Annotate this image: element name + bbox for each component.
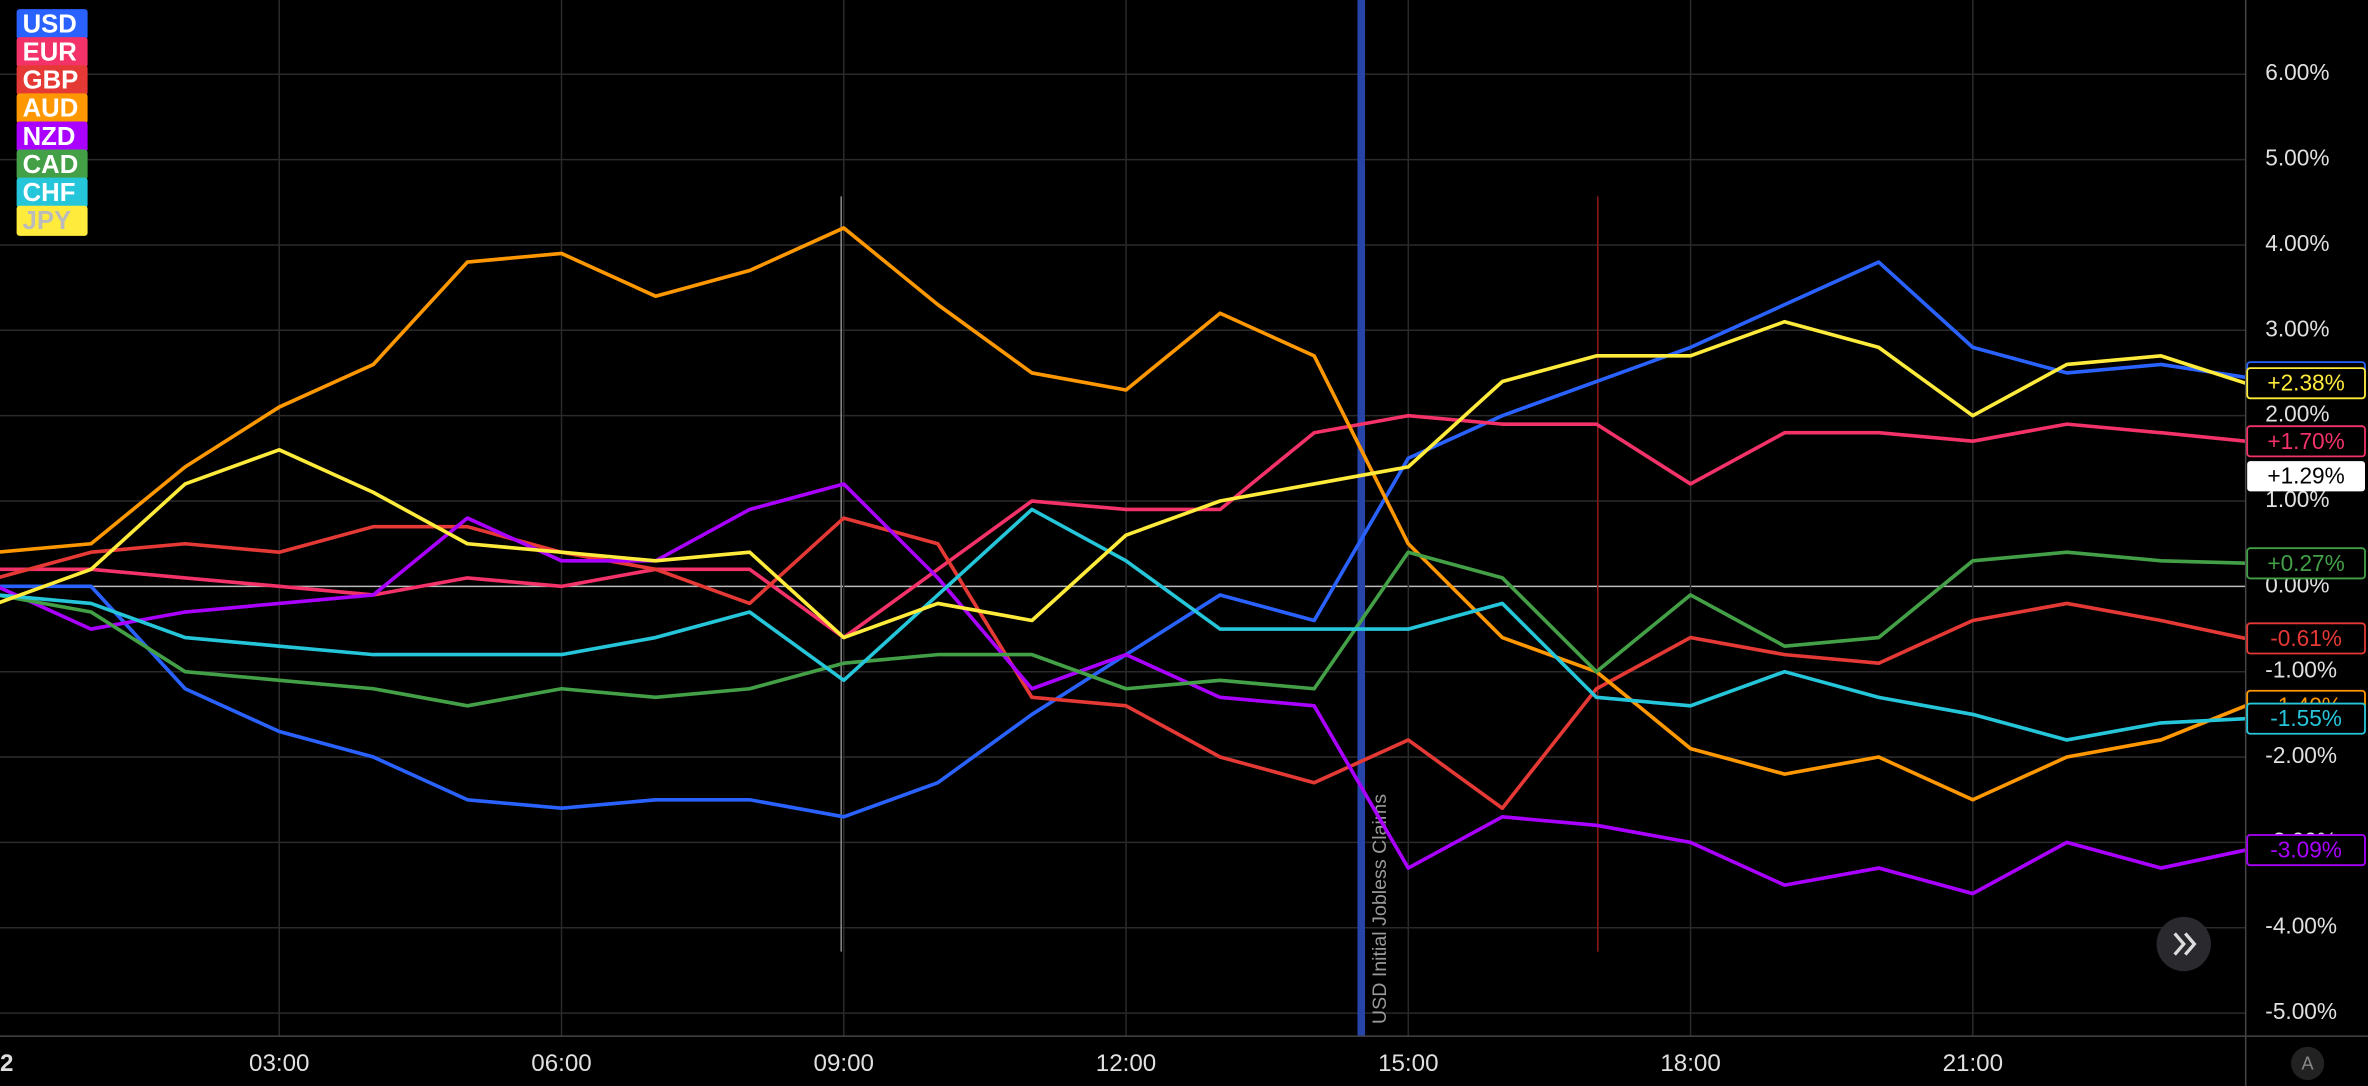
event-label: USD Initial Jobless Claims xyxy=(1369,794,1391,1024)
y-tick-label: -2.00% xyxy=(2265,742,2337,768)
y-tick-label: 6.00% xyxy=(2265,59,2329,85)
series-line xyxy=(0,516,2247,811)
last-value-label: +0.27% xyxy=(2267,550,2344,576)
x-tick-label: 03:00 xyxy=(249,1050,309,1077)
legend-swatch xyxy=(16,37,88,68)
price-tag-label: +1.29% xyxy=(2267,463,2344,489)
y-tick-label: -1.00% xyxy=(2265,657,2337,683)
grid xyxy=(0,0,2246,1037)
legend-label: CHF xyxy=(23,179,76,207)
last-value-tag xyxy=(2246,622,2366,655)
axes: 6.00%5.00%4.00%3.00%2.00%1.00%0.00%-1.00… xyxy=(249,59,2366,1077)
legend-label: JPY xyxy=(23,207,71,235)
event-marker xyxy=(1357,0,1366,1037)
last-value-tag xyxy=(2246,547,2366,580)
scroll-icon xyxy=(2173,932,2197,956)
date-fragment: 2 xyxy=(0,1050,13,1077)
series-line xyxy=(0,507,2246,742)
y-tick-label: -4.00% xyxy=(2265,913,2337,939)
legend-swatch xyxy=(16,65,88,96)
legend-swatch xyxy=(16,149,88,180)
last-value-tag xyxy=(2246,425,2366,458)
legend-label: AUD xyxy=(23,95,79,123)
legend-swatch xyxy=(16,177,88,208)
x-tick-label: 06:00 xyxy=(531,1050,591,1077)
series-line xyxy=(0,226,2247,802)
last-value-label: +2.38% xyxy=(2267,370,2344,396)
series-line xyxy=(0,550,2246,708)
y-tick-label: 4.00% xyxy=(2265,230,2329,256)
auto-button-label[interactable]: A xyxy=(2302,1054,2315,1074)
x-tick-label: 09:00 xyxy=(814,1050,874,1077)
legend-label: EUR xyxy=(23,39,77,67)
y-tick-label: 5.00% xyxy=(2265,145,2329,171)
legend-label: USD xyxy=(23,10,77,38)
series-line xyxy=(0,319,2247,640)
series-line xyxy=(0,482,2247,896)
x-tick-label: 21:00 xyxy=(1943,1050,2003,1077)
auto-button-bg[interactable] xyxy=(2290,1046,2325,1080)
x-tick-label: 18:00 xyxy=(1660,1050,1720,1077)
plot-area: USD Initial Jobless Claims xyxy=(0,0,2247,1037)
legend-swatch xyxy=(16,205,88,236)
last-value-tag xyxy=(2246,702,2366,735)
y-tick-label: 3.00% xyxy=(2265,315,2329,341)
last-value-label: -3.09% xyxy=(2270,837,2342,863)
last-value-label: +1.70% xyxy=(2267,428,2344,454)
y-tick-label: -5.00% xyxy=(2265,998,2337,1024)
last-value-label: -0.61% xyxy=(2270,625,2342,651)
x-tick-label: 12:00 xyxy=(1096,1050,1156,1077)
legend-swatch xyxy=(16,93,88,124)
legend-swatch xyxy=(16,121,88,152)
price-tag xyxy=(2247,461,2365,492)
legend-label: NZD xyxy=(23,123,76,151)
legend-label: GBP xyxy=(23,67,79,95)
scroll-button[interactable] xyxy=(2156,916,2211,972)
last-value-tag xyxy=(2246,834,2366,867)
last-value-tag xyxy=(2246,367,2366,400)
last-value-label: -1.55% xyxy=(2270,705,2342,731)
auto-scale-button[interactable]: A xyxy=(2290,1046,2325,1080)
legend-swatch xyxy=(16,9,88,40)
legend-label: CAD xyxy=(23,151,79,179)
y-tick-label: 2.00% xyxy=(2265,401,2329,427)
x-tick-label: 15:00 xyxy=(1378,1050,1438,1077)
